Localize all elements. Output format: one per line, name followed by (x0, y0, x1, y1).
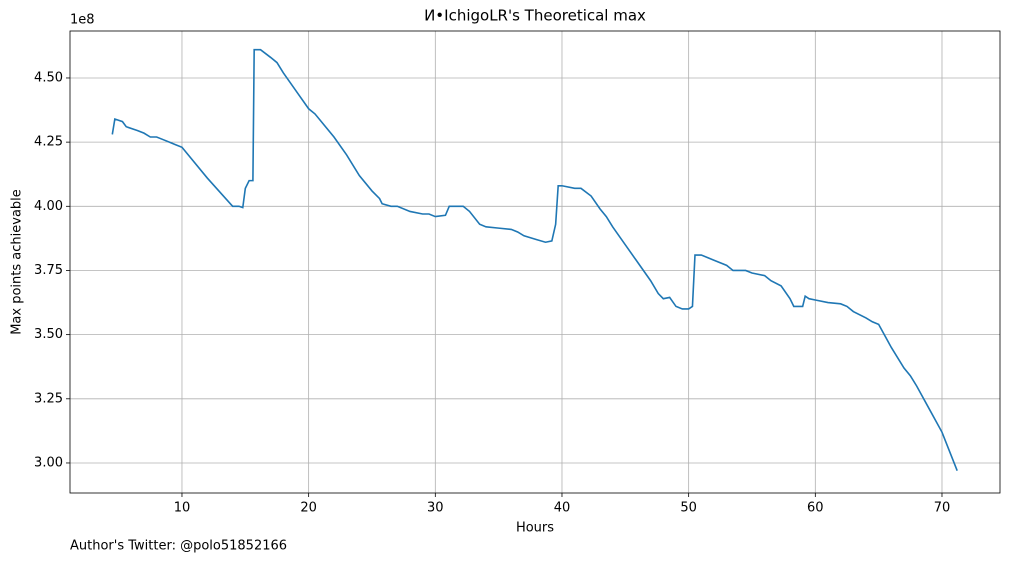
x-tick-label: 60 (807, 501, 824, 516)
x-tick-label: 70 (934, 501, 951, 516)
x-tick-label: 30 (427, 501, 444, 516)
y-tick-label: 4.00 (34, 199, 63, 214)
y-tick-label: 4.50 (34, 70, 63, 85)
chart-title: И•IchigoLR's Theoretical max (424, 7, 646, 25)
y-tick-label: 3.75 (34, 263, 63, 278)
y-tick-label: 3.25 (34, 391, 63, 406)
y-tick-label: 4.25 (34, 135, 63, 150)
y-tick-label: 3.00 (34, 455, 63, 470)
y-tick-label: 3.50 (34, 327, 63, 342)
y-offset-label: 1e8 (70, 13, 95, 28)
plot-frame (69, 30, 1001, 494)
y-axis-label: Max points achievable (10, 189, 25, 335)
data-line (111, 48, 958, 471)
x-tick-label: 20 (300, 501, 317, 516)
x-tick-label: 10 (174, 501, 191, 516)
footnote: Author's Twitter: @polo51852166 (70, 539, 287, 554)
x-tick-label: 40 (554, 501, 571, 516)
x-axis-label: Hours (516, 521, 554, 536)
x-tick-label: 50 (680, 501, 697, 516)
